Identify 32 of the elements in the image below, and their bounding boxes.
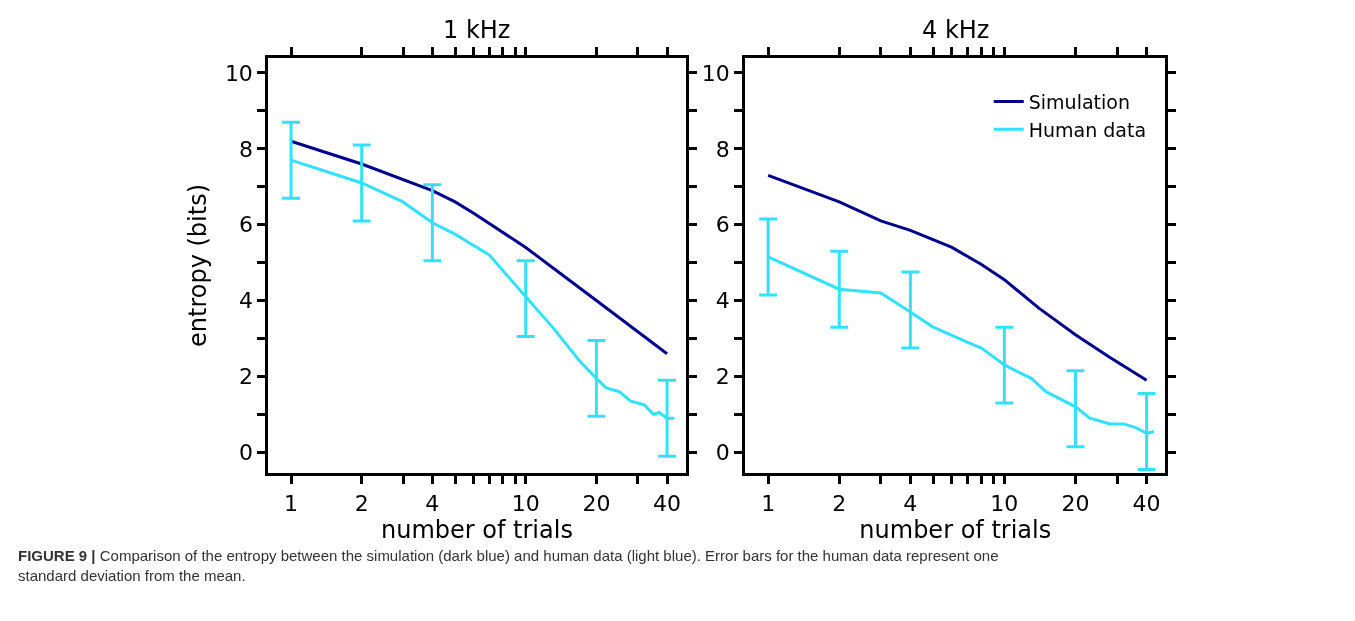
x-tick-label: 40: [1132, 490, 1161, 516]
y-axis-title: entropy (bits): [183, 183, 212, 347]
y-tick-label: 10: [224, 60, 253, 86]
y-tick-label: 6: [715, 212, 730, 238]
y-tick-label: 2: [238, 364, 253, 390]
y-tick-label: 4: [715, 288, 730, 314]
x-tick-label: 40: [653, 490, 682, 516]
caption: FIGURE 9 | Comparison of the entropy between the simulation (dark blue) and human data (light blue). Error bars for the human data represent one standard deviation from the mean.: [18, 547, 999, 584]
chart-title: 4 kHz: [922, 16, 990, 44]
y-tick-label: 4: [238, 288, 253, 314]
x-tick-label: 1: [761, 490, 776, 516]
y-tick-label: 10: [701, 60, 730, 86]
y-tick-label: 0: [238, 440, 253, 466]
x-tick-label: 2: [354, 490, 369, 516]
chart-title: 1 kHz: [443, 16, 511, 44]
y-tick-label: 6: [238, 212, 253, 238]
x-tick-label: 4: [903, 490, 918, 516]
legend-label: Simulation: [1028, 90, 1130, 113]
x-tick-label: 10: [511, 490, 540, 516]
y-tick-label: 8: [715, 136, 730, 162]
legend-label: Human data: [1028, 118, 1147, 141]
y-tick-label: 8: [238, 136, 253, 162]
x-tick-label: 4: [425, 490, 440, 516]
x-tick-label: 10: [990, 490, 1019, 516]
x-axis-title: number of trials: [381, 515, 573, 544]
x-tick-label: 2: [832, 490, 847, 516]
x-tick-label: 1: [284, 490, 299, 516]
y-tick-label: 2: [715, 364, 730, 390]
y-tick-label: 0: [715, 440, 730, 466]
x-axis-title: number of trials: [859, 515, 1052, 544]
x-tick-label: 20: [582, 490, 611, 516]
x-tick-label: 20: [1061, 490, 1090, 516]
